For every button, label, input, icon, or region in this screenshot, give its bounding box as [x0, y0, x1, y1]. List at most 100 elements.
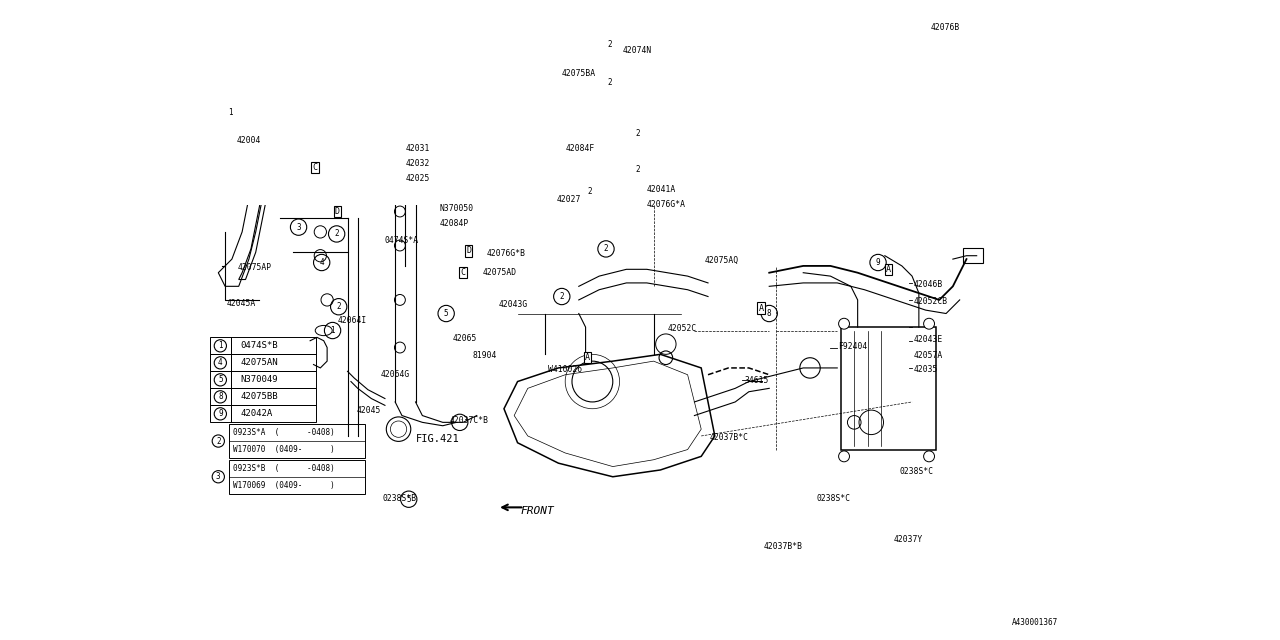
- Text: 0923S*A  (      -0408): 0923S*A ( -0408): [233, 428, 334, 437]
- Text: 34615: 34615: [744, 376, 768, 385]
- Text: FRONT: FRONT: [521, 506, 554, 516]
- Text: 81904: 81904: [472, 351, 497, 360]
- Circle shape: [924, 318, 934, 329]
- Bar: [210, 337, 230, 355]
- Text: 1: 1: [218, 341, 223, 350]
- Text: 42045A: 42045A: [227, 299, 256, 308]
- Text: 42084P: 42084P: [439, 220, 468, 228]
- Text: 2: 2: [588, 187, 591, 196]
- Text: 2: 2: [635, 165, 640, 174]
- Text: 3: 3: [296, 223, 301, 232]
- Text: W410026: W410026: [548, 365, 582, 374]
- Text: 1: 1: [330, 326, 335, 335]
- Text: 5: 5: [444, 309, 448, 318]
- Text: 2: 2: [635, 129, 640, 138]
- Bar: [229, 424, 365, 458]
- Text: 4: 4: [218, 358, 223, 367]
- Text: 0238S*B: 0238S*B: [383, 494, 417, 503]
- Text: 42064I: 42064I: [338, 316, 367, 325]
- Circle shape: [838, 451, 850, 462]
- Bar: [230, 337, 316, 355]
- Bar: [230, 371, 316, 388]
- Text: 2: 2: [337, 302, 340, 311]
- Text: 9: 9: [218, 410, 223, 419]
- Text: 42075AP: 42075AP: [237, 263, 271, 272]
- Text: 42075BB: 42075BB: [241, 392, 278, 401]
- Text: F92404: F92404: [838, 342, 868, 351]
- Text: 42043E: 42043E: [914, 335, 942, 344]
- Text: N370049: N370049: [241, 375, 278, 385]
- Text: 2: 2: [608, 78, 612, 87]
- Circle shape: [314, 226, 326, 238]
- Text: 42027: 42027: [557, 195, 581, 204]
- Text: 42052C: 42052C: [667, 324, 696, 333]
- Circle shape: [372, 30, 388, 46]
- Text: 42031: 42031: [406, 145, 430, 154]
- Text: 4: 4: [320, 258, 324, 267]
- Text: 42065: 42065: [453, 334, 477, 343]
- Circle shape: [838, 318, 850, 329]
- Text: 42075BA: 42075BA: [562, 69, 596, 78]
- Text: A: A: [585, 353, 590, 362]
- Text: 8: 8: [218, 392, 223, 401]
- Text: 0474S*B: 0474S*B: [241, 341, 278, 350]
- Text: W170070  (0409-      ): W170070 (0409- ): [233, 445, 334, 454]
- Text: 5: 5: [407, 495, 411, 504]
- Text: 2: 2: [216, 436, 220, 445]
- Text: 42075AN: 42075AN: [241, 358, 278, 367]
- Text: 8: 8: [767, 309, 772, 318]
- Text: W170069  (0409-      ): W170069 (0409- ): [233, 481, 334, 490]
- Bar: [392, 150, 419, 154]
- Bar: [841, 327, 936, 449]
- Bar: [210, 388, 230, 405]
- Text: N370050: N370050: [439, 204, 474, 212]
- Text: 42042A: 42042A: [241, 410, 273, 419]
- Circle shape: [394, 240, 406, 251]
- Bar: [229, 460, 365, 494]
- Text: 2: 2: [604, 244, 608, 253]
- Text: 0238S*C: 0238S*C: [817, 494, 851, 503]
- Text: A430001367: A430001367: [1012, 618, 1059, 627]
- Text: 42025: 42025: [406, 174, 430, 183]
- Text: 42075AQ: 42075AQ: [704, 256, 739, 265]
- Text: 9: 9: [876, 258, 881, 267]
- Text: 42057A: 42057A: [914, 351, 942, 360]
- Bar: [392, 146, 419, 150]
- Text: D: D: [335, 207, 339, 216]
- Text: 42043G: 42043G: [498, 300, 527, 309]
- Bar: [392, 156, 419, 161]
- Circle shape: [321, 294, 333, 306]
- Text: 42004: 42004: [237, 136, 261, 145]
- Text: 1: 1: [228, 108, 233, 117]
- Text: D: D: [466, 246, 471, 255]
- Text: 2: 2: [334, 230, 339, 239]
- Text: 42074N: 42074N: [623, 46, 653, 55]
- Text: 3: 3: [216, 472, 220, 481]
- Circle shape: [394, 294, 406, 305]
- Text: 42037B*C: 42037B*C: [709, 433, 749, 442]
- Text: 42075AD: 42075AD: [483, 268, 516, 277]
- Text: 42052CB: 42052CB: [914, 297, 947, 306]
- Bar: [210, 355, 230, 371]
- Text: FIG.421: FIG.421: [416, 435, 460, 444]
- Text: 0474S*A: 0474S*A: [385, 236, 419, 245]
- Text: 42046B: 42046B: [914, 280, 942, 289]
- Text: A: A: [759, 303, 764, 312]
- Text: 42041A: 42041A: [646, 184, 676, 193]
- Circle shape: [452, 414, 468, 431]
- Text: 0238S*C: 0238S*C: [900, 467, 934, 476]
- Bar: [210, 405, 230, 422]
- Circle shape: [394, 342, 406, 353]
- Text: 0923S*B  (      -0408): 0923S*B ( -0408): [233, 464, 334, 473]
- Text: 42076G*B: 42076G*B: [486, 249, 526, 258]
- Text: 5: 5: [218, 375, 223, 385]
- Bar: [230, 405, 316, 422]
- Text: C: C: [461, 268, 466, 277]
- Bar: [230, 388, 316, 405]
- Text: A: A: [886, 265, 891, 274]
- Text: 2: 2: [607, 40, 612, 49]
- Text: 42064G: 42064G: [380, 370, 410, 380]
- Text: 42037B*B: 42037B*B: [764, 541, 803, 550]
- Text: 42084F: 42084F: [566, 145, 594, 154]
- Bar: [963, 248, 983, 262]
